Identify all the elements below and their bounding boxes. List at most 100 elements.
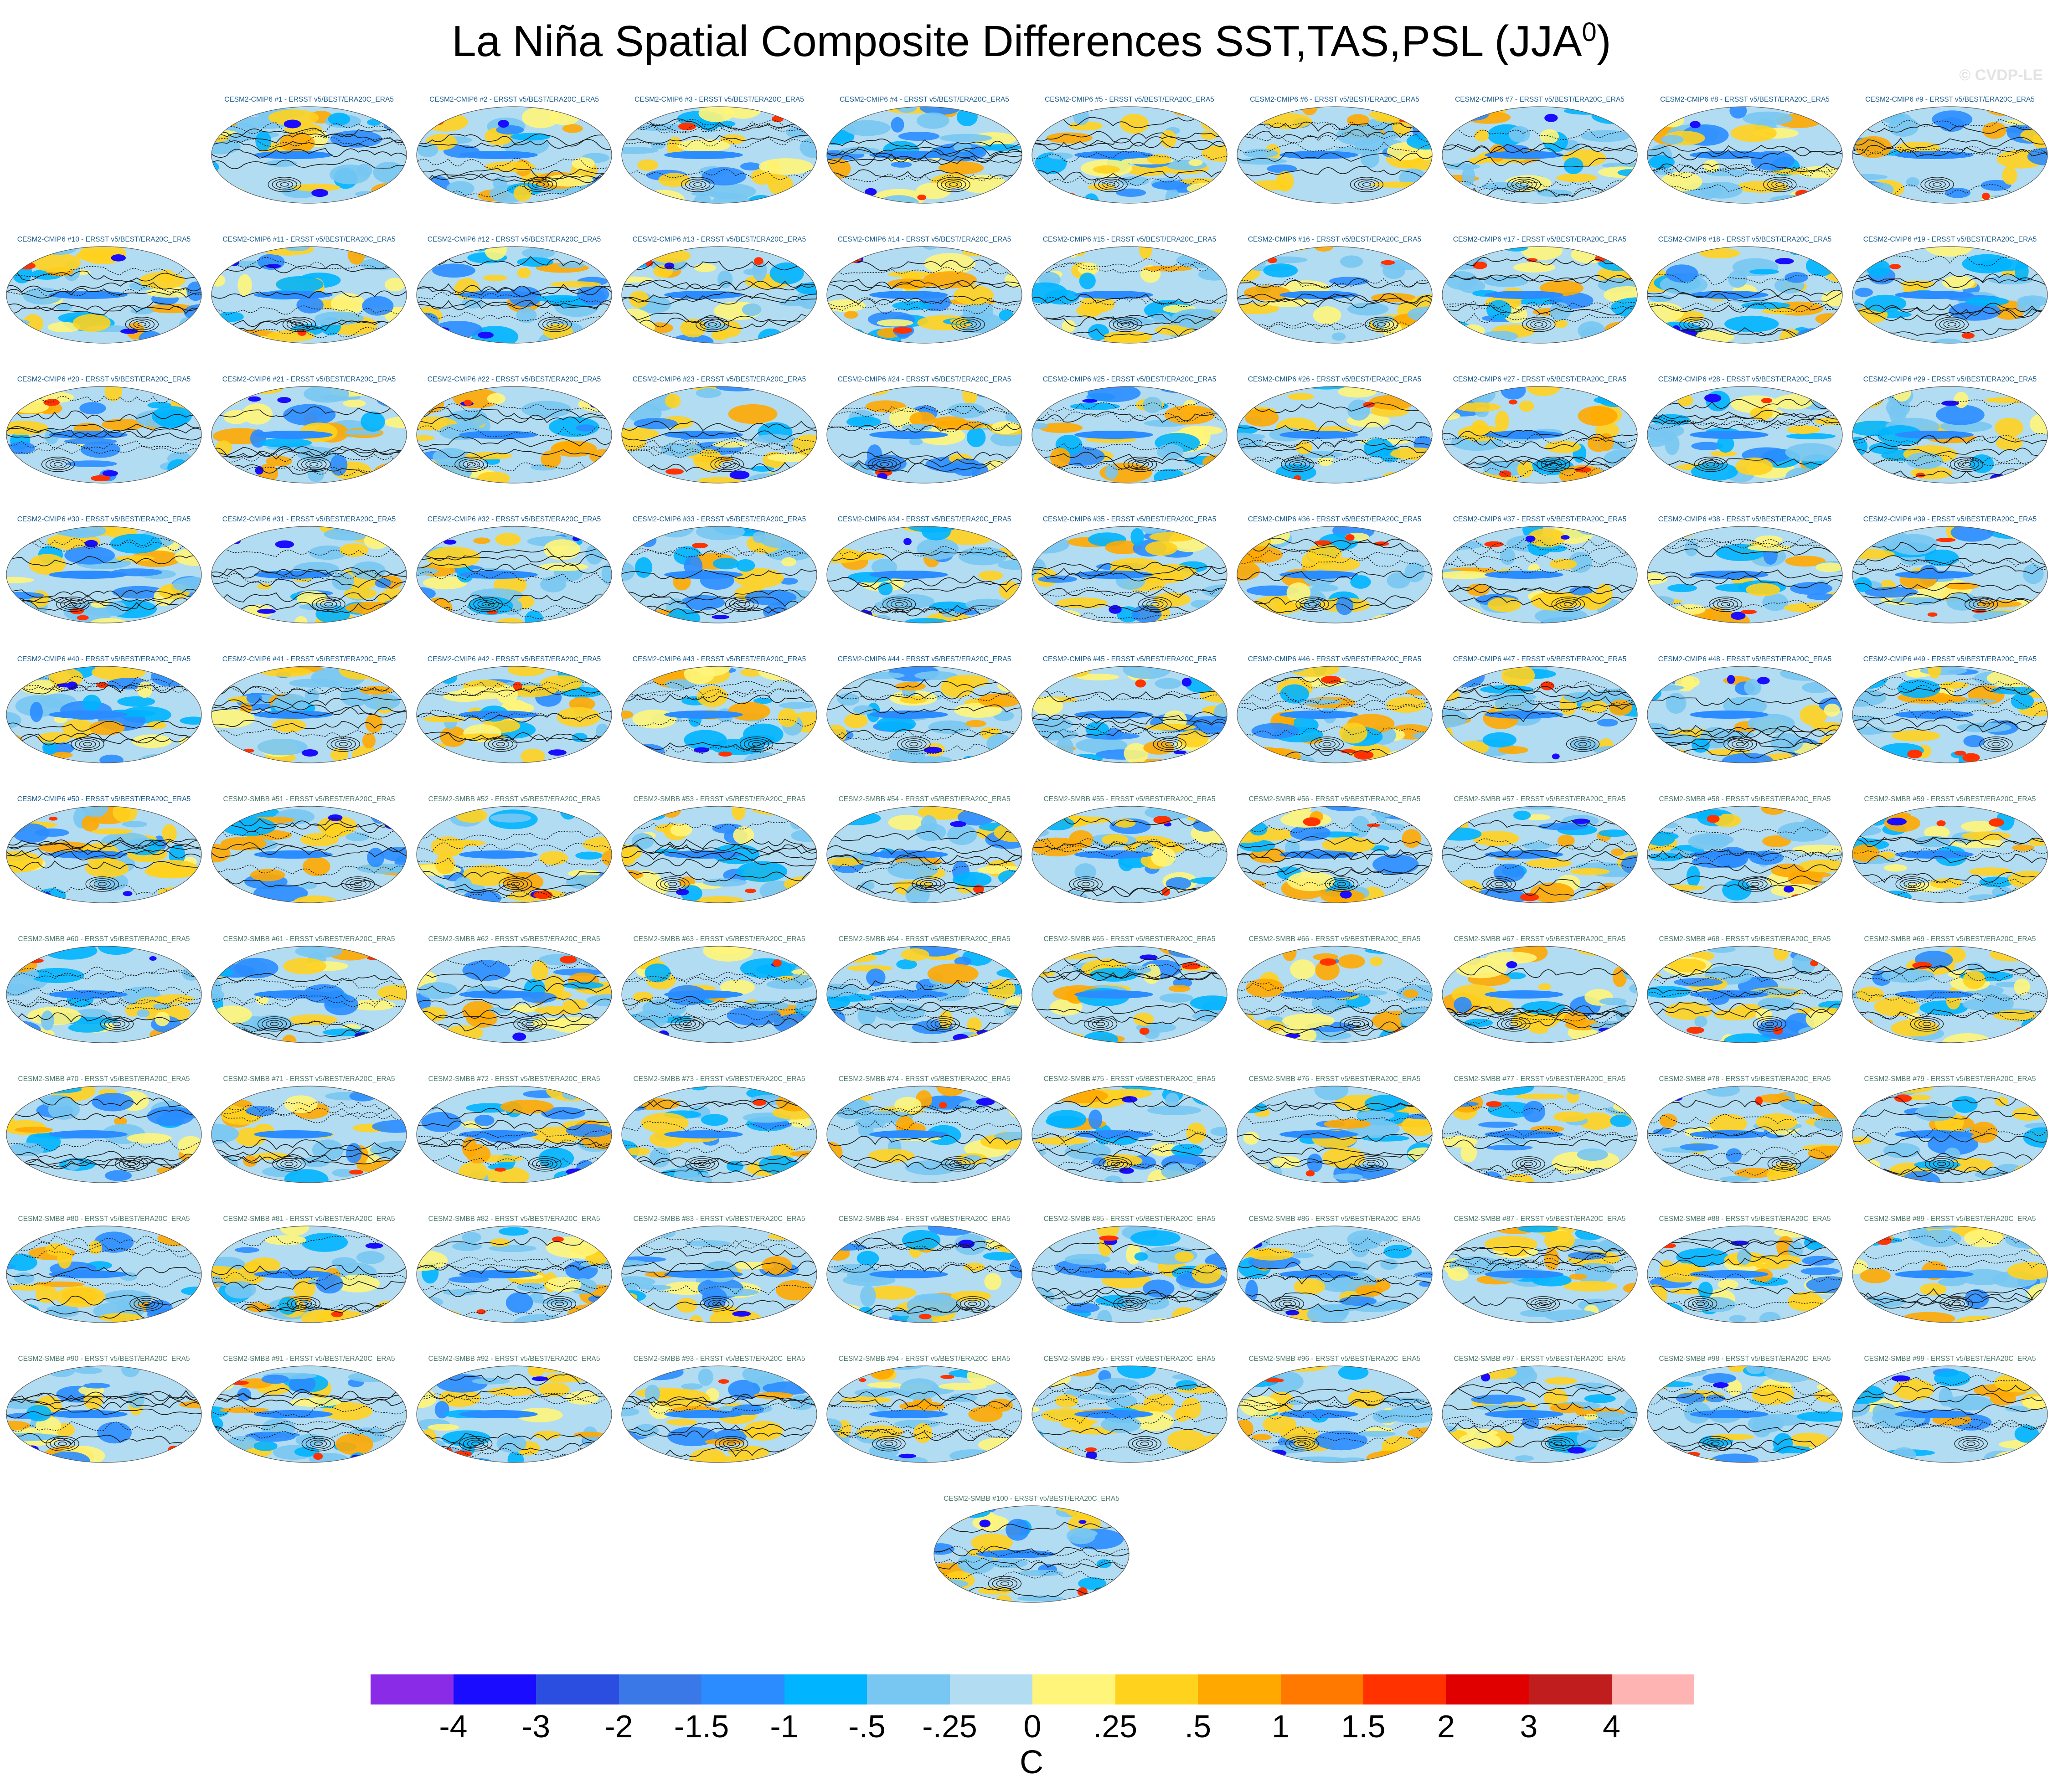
map-panel: CESM2-CMIP6 #49 - ERSST v5/BEST/ERA20C_E… <box>1848 655 2052 769</box>
map-panel-title: CESM2-CMIP6 #44 - ERSST v5/BEST/ERA20C_E… <box>837 655 1011 663</box>
globe-map <box>1852 526 2048 623</box>
globe-map <box>1647 246 1843 344</box>
map-panel: CESM2-SMBB #64 - ERSST v5/BEST/ERA20C_ER… <box>822 935 1026 1049</box>
map-panel-title: CESM2-SMBB #62 - ERSST v5/BEST/ERA20C_ER… <box>428 935 600 943</box>
map-panel-title: CESM2-CMIP6 #35 - ERSST v5/BEST/ERA20C_E… <box>1042 515 1217 523</box>
colorbar-tick-label: 1.5 <box>1341 1709 1386 1744</box>
globe-map <box>211 386 407 484</box>
globe-map <box>1032 946 1227 1043</box>
map-panel-title: CESM2-SMBB #97 - ERSST v5/BEST/ERA20C_ER… <box>1454 1355 1626 1363</box>
map-panel: CESM2-CMIP6 #47 - ERSST v5/BEST/ERA20C_E… <box>1438 655 1642 769</box>
globe-map <box>416 526 612 623</box>
map-panel: CESM2-CMIP6 #26 - ERSST v5/BEST/ERA20C_E… <box>1233 376 1437 489</box>
map-panel: CESM2-CMIP6 #9 - ERSST v5/BEST/ERA20C_ER… <box>1848 96 2052 210</box>
map-panel-title: CESM2-CMIP6 #43 - ERSST v5/BEST/ERA20C_E… <box>632 655 806 663</box>
map-panel: CESM2-SMBB #58 - ERSST v5/BEST/ERA20C_ER… <box>1643 795 1847 909</box>
map-panel-title: CESM2-SMBB #77 - ERSST v5/BEST/ERA20C_ER… <box>1454 1075 1626 1083</box>
map-panel: CESM2-CMIP6 #4 - ERSST v5/BEST/ERA20C_ER… <box>822 96 1026 210</box>
map-panel-title: CESM2-CMIP6 #37 - ERSST v5/BEST/ERA20C_E… <box>1453 515 1627 523</box>
map-panel-title: CESM2-CMIP6 #7 - ERSST v5/BEST/ERA20C_ER… <box>1455 96 1625 103</box>
map-panel-title: CESM2-SMBB #82 - ERSST v5/BEST/ERA20C_ER… <box>428 1215 600 1223</box>
globe-map <box>1032 1086 1227 1183</box>
globe-map <box>1032 666 1227 763</box>
colorbar-tick-label: -4 <box>439 1709 468 1744</box>
globe-map <box>1032 806 1227 903</box>
colorbar-box <box>453 1674 536 1704</box>
map-panel-title: CESM2-SMBB #61 - ERSST v5/BEST/ERA20C_ER… <box>223 935 395 943</box>
colorbar-box <box>1529 1674 1612 1704</box>
globe-map <box>416 946 612 1043</box>
map-panel: CESM2-CMIP6 #15 - ERSST v5/BEST/ERA20C_E… <box>1027 236 1232 350</box>
colorbar-box <box>1446 1674 1529 1704</box>
map-panel: CESM2-CMIP6 #34 - ERSST v5/BEST/ERA20C_E… <box>822 515 1026 629</box>
map-panel: CESM2-SMBB #81 - ERSST v5/BEST/ERA20C_ER… <box>207 1215 411 1329</box>
map-panel: CESM2-CMIP6 #46 - ERSST v5/BEST/ERA20C_E… <box>1233 655 1437 769</box>
map-panel-title: CESM2-SMBB #66 - ERSST v5/BEST/ERA20C_ER… <box>1248 935 1421 943</box>
globe-map <box>6 1226 202 1323</box>
map-panel-title: CESM2-CMIP6 #39 - ERSST v5/BEST/ERA20C_E… <box>1863 515 2037 523</box>
globe-map <box>621 946 817 1043</box>
colorbar-units: C <box>1020 1744 1043 1781</box>
colorbar-box <box>701 1674 784 1704</box>
colorbar-tick-label: 4 <box>1603 1709 1620 1744</box>
globe-map <box>6 526 202 623</box>
map-panel-title: CESM2-CMIP6 #22 - ERSST v5/BEST/ERA20C_E… <box>427 376 601 383</box>
globe-map <box>826 666 1022 763</box>
globe-map <box>211 246 407 344</box>
globe-map <box>6 1086 202 1183</box>
globe-map <box>1442 106 1638 204</box>
page-title: La Niña Spatial Composite Differences SS… <box>0 16 2063 67</box>
globe-map <box>1852 666 2048 763</box>
globe-map <box>826 1226 1022 1323</box>
map-panel-title: CESM2-CMIP6 #5 - ERSST v5/BEST/ERA20C_ER… <box>1045 96 1214 103</box>
map-panel-title: CESM2-SMBB #80 - ERSST v5/BEST/ERA20C_ER… <box>18 1215 190 1223</box>
globe-map <box>6 1365 202 1463</box>
globe-map <box>1032 106 1227 204</box>
map-panel-title: CESM2-SMBB #52 - ERSST v5/BEST/ERA20C_ER… <box>428 795 600 803</box>
globe-map <box>1442 1226 1638 1323</box>
map-panel-title: CESM2-CMIP6 #42 - ERSST v5/BEST/ERA20C_E… <box>427 655 601 663</box>
colorbar-tick-label: .25 <box>1093 1709 1138 1744</box>
map-panel: CESM2-SMBB #83 - ERSST v5/BEST/ERA20C_ER… <box>617 1215 821 1329</box>
map-panel-title: CESM2-SMBB #53 - ERSST v5/BEST/ERA20C_ER… <box>633 795 805 803</box>
map-panel: CESM2-CMIP6 #16 - ERSST v5/BEST/ERA20C_E… <box>1233 236 1437 350</box>
map-panel: CESM2-CMIP6 #17 - ERSST v5/BEST/ERA20C_E… <box>1438 236 1642 350</box>
map-panel-title: CESM2-SMBB #59 - ERSST v5/BEST/ERA20C_ER… <box>1864 795 2036 803</box>
map-panel-title: CESM2-CMIP6 #31 - ERSST v5/BEST/ERA20C_E… <box>222 515 396 523</box>
colorbar-tick-label: 3 <box>1520 1709 1538 1744</box>
map-panel-title: CESM2-SMBB #56 - ERSST v5/BEST/ERA20C_ER… <box>1248 795 1421 803</box>
globe-map <box>6 806 202 903</box>
globe-map <box>1237 1365 1433 1463</box>
map-panel-title: CESM2-CMIP6 #6 - ERSST v5/BEST/ERA20C_ER… <box>1250 96 1419 103</box>
colorbar-tick-label: -3 <box>521 1709 551 1744</box>
map-panel: CESM2-CMIP6 #38 - ERSST v5/BEST/ERA20C_E… <box>1643 515 1847 629</box>
map-panel: CESM2-SMBB #76 - ERSST v5/BEST/ERA20C_ER… <box>1233 1075 1437 1189</box>
map-panel-title: CESM2-CMIP6 #12 - ERSST v5/BEST/ERA20C_E… <box>427 236 601 243</box>
globe-map <box>211 1226 407 1323</box>
map-panel: CESM2-SMBB #77 - ERSST v5/BEST/ERA20C_ER… <box>1438 1075 1642 1189</box>
colorbar-box <box>536 1674 619 1704</box>
map-panel-title: CESM2-SMBB #65 - ERSST v5/BEST/ERA20C_ER… <box>1043 935 1216 943</box>
globe-map <box>621 1086 817 1183</box>
map-panel-title: CESM2-CMIP6 #30 - ERSST v5/BEST/ERA20C_E… <box>17 515 191 523</box>
map-panel: CESM2-SMBB #60 - ERSST v5/BEST/ERA20C_ER… <box>2 935 206 1049</box>
colorbar-box <box>619 1674 701 1704</box>
globe-map <box>416 806 612 903</box>
colorbar-box <box>371 1674 454 1704</box>
map-panel-title: CESM2-CMIP6 #24 - ERSST v5/BEST/ERA20C_E… <box>837 376 1011 383</box>
map-panel: CESM2-CMIP6 #20 - ERSST v5/BEST/ERA20C_E… <box>2 376 206 489</box>
map-panel: CESM2-CMIP6 #37 - ERSST v5/BEST/ERA20C_E… <box>1438 515 1642 629</box>
map-panel: CESM2-SMBB #94 - ERSST v5/BEST/ERA20C_ER… <box>822 1355 1026 1469</box>
globe-map <box>211 1365 407 1463</box>
globe-map <box>1647 946 1843 1043</box>
map-panel: CESM2-SMBB #72 - ERSST v5/BEST/ERA20C_ER… <box>412 1075 616 1189</box>
colorbar-tick-labels: -4 -3 -2 -1.5 -1 -.5 -.25 0 .25 .5 1 1.5 2 3 4 <box>371 1708 1694 1749</box>
map-panel-title: CESM2-CMIP6 #27 - ERSST v5/BEST/ERA20C_E… <box>1453 376 1627 383</box>
globe-map <box>1647 806 1843 903</box>
globe-map <box>1032 526 1227 623</box>
map-panel: CESM2-SMBB #61 - ERSST v5/BEST/ERA20C_ER… <box>207 935 411 1049</box>
map-panel-title: CESM2-CMIP6 #14 - ERSST v5/BEST/ERA20C_E… <box>837 236 1011 243</box>
globe-map <box>1237 1226 1433 1323</box>
map-panel: CESM2-CMIP6 #6 - ERSST v5/BEST/ERA20C_ER… <box>1233 96 1437 210</box>
map-panel-title: CESM2-CMIP6 #23 - ERSST v5/BEST/ERA20C_E… <box>632 376 806 383</box>
